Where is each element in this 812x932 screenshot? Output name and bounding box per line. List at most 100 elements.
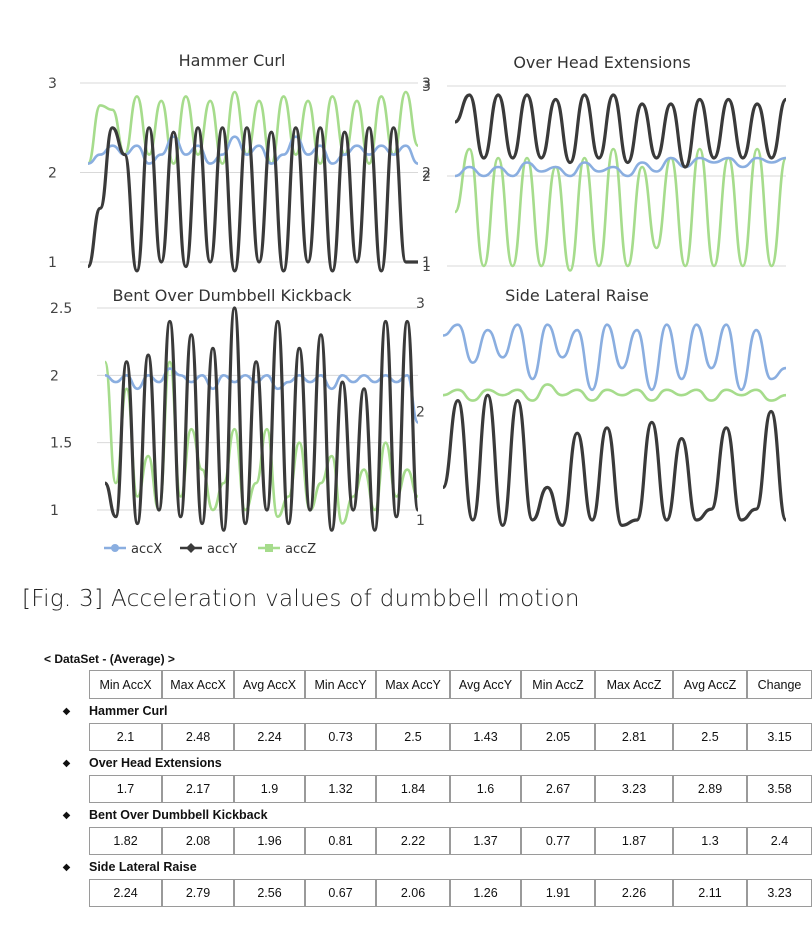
y-tick-label: 3 — [48, 76, 57, 92]
chart-title: Hammer Curl — [179, 51, 286, 70]
column-header: Avg AccX — [234, 670, 305, 699]
series-line-accX — [87, 135, 419, 165]
table-cell: 0.77 — [521, 827, 595, 855]
table-cell: 2.26 — [595, 879, 673, 907]
group-name: Side Lateral Raise — [89, 860, 197, 874]
series-line-accZ — [103, 360, 419, 525]
column-header: Avg AccY — [450, 670, 521, 699]
table-row: 1.7 2.17 1.9 1.32 1.84 1.6 2.67 3.23 2.89 3.58 — [44, 775, 812, 803]
legend-marker-square-icon — [265, 544, 273, 552]
diamond-bullet-icon: ◆ — [62, 705, 71, 717]
table-cell: 1.9 — [234, 775, 305, 803]
table-cell: 2.24 — [89, 879, 162, 907]
table-row: 2.1 2.48 2.24 0.73 2.5 1.43 2.05 2.81 2.5 3.15 — [44, 723, 812, 751]
group-label-row: ◆ Bent Over Dumbbell Kickback — [44, 803, 812, 827]
table-cell: 1.96 — [234, 827, 305, 855]
diamond-bullet-icon: ◆ — [62, 809, 71, 821]
table-cell: 1.37 — [450, 827, 521, 855]
legend-label: accZ — [285, 542, 316, 557]
y-tick-label: 2.5 — [50, 301, 72, 317]
column-header: Max AccY — [376, 670, 450, 699]
table-cell: 3.15 — [747, 723, 812, 751]
group-label-row: ◆ Side Lateral Raise — [44, 855, 812, 879]
series-line-accZ — [453, 147, 788, 272]
y-tick-label: 3 — [422, 79, 431, 95]
chart-3: Side Lateral Raise 3 2 1 — [416, 286, 788, 529]
legend-marker-diamond-icon — [186, 543, 196, 553]
column-header: Change — [747, 670, 812, 699]
row-spacer — [44, 775, 89, 803]
chart-title: Over Head Extensions — [513, 53, 690, 72]
row-spacer — [44, 827, 89, 855]
table-cell: 2.81 — [595, 723, 673, 751]
group-name: Hammer Curl — [89, 704, 168, 718]
table-cell: 2.17 — [162, 775, 234, 803]
y-tick-label: 2 — [416, 405, 425, 421]
y-tick-label: 1 — [48, 255, 57, 271]
table-cell: 2.79 — [162, 879, 234, 907]
legend-label: accY — [207, 542, 237, 557]
table-cell: 1.26 — [450, 879, 521, 907]
table-cell: 2.22 — [376, 827, 450, 855]
table-cell: 1.43 — [450, 723, 521, 751]
column-header: Min AccZ — [521, 670, 595, 699]
legend-marker-circle-icon — [111, 544, 119, 552]
column-header: Max AccX — [162, 670, 234, 699]
column-header: Max AccZ — [595, 670, 673, 699]
series-line-accZ — [442, 383, 787, 402]
y-tick-label: 3 — [416, 296, 425, 312]
table-cell: 2.11 — [673, 879, 747, 907]
group-name: Over Head Extensions — [89, 756, 222, 770]
y-tick-label: 1.5 — [50, 436, 72, 452]
y-tick-label: 2 — [422, 169, 431, 185]
table-cell: 2.05 — [521, 723, 595, 751]
series-line-accX — [442, 323, 787, 392]
legend-label: accX — [131, 542, 162, 557]
row-spacer — [44, 879, 89, 907]
table-cell: 2.67 — [521, 775, 595, 803]
table-cell: 0.73 — [305, 723, 376, 751]
table-cell: 0.67 — [305, 879, 376, 907]
series-line-accY — [454, 93, 788, 169]
table-cell: 1.87 — [595, 827, 673, 855]
series-line-accY — [441, 393, 788, 527]
acceleration-charts: Hammer Curl 3 2 1 3 2 1 Over Head Extensions 3 2 1… — [48, 51, 788, 557]
table-cell: 2.24 — [234, 723, 305, 751]
table-cell: 3.23 — [747, 879, 812, 907]
table-header-spacer — [44, 670, 89, 699]
table-cell: 2.08 — [162, 827, 234, 855]
table-cell: 2.5 — [673, 723, 747, 751]
table-cell: 2.1 — [89, 723, 162, 751]
table-row: 1.82 2.08 1.96 0.81 2.22 1.37 0.77 1.87 1.3 2.4 — [44, 827, 812, 855]
table-cell: 2.89 — [673, 775, 747, 803]
table-cell: 2.5 — [376, 723, 450, 751]
column-header: Min AccX — [89, 670, 162, 699]
table-cell: 2.4 — [747, 827, 812, 855]
column-header: Min AccY — [305, 670, 376, 699]
table-cell: 1.7 — [89, 775, 162, 803]
y-tick-label: 1 — [50, 503, 59, 519]
y-tick-label: 2 — [50, 368, 59, 384]
diamond-bullet-icon: ◆ — [62, 861, 71, 873]
y-tick-label-right: 1 — [422, 255, 431, 271]
chart-legend: accX accY accZ — [104, 542, 316, 557]
y-tick-label: 1 — [422, 259, 431, 275]
series-line-accX — [104, 367, 420, 424]
table-cell: 1.32 — [305, 775, 376, 803]
table-cell: 1.82 — [89, 827, 162, 855]
figure-caption: [Fig. 3] Acceleration values of dumbbell… — [22, 586, 580, 612]
series-line-accX — [454, 156, 787, 178]
table-cell: 3.23 — [595, 775, 673, 803]
group-label-row: ◆ Over Head Extensions — [44, 751, 812, 775]
table-cell: 3.58 — [747, 775, 812, 803]
chart-title: Side Lateral Raise — [505, 286, 649, 305]
table-cell: 2.56 — [234, 879, 305, 907]
table-cell: 1.91 — [521, 879, 595, 907]
chart-title: Bent Over Dumbbell Kickback — [112, 286, 352, 305]
group-label-row: ◆ Hammer Curl — [44, 699, 812, 723]
table-cell: 1.6 — [450, 775, 521, 803]
table-cell: 1.84 — [376, 775, 450, 803]
dataset-title: < DataSet - (Average) > — [44, 652, 175, 666]
table-row: 2.24 2.79 2.56 0.67 2.06 1.26 1.91 2.26 2.11 3.23 — [44, 879, 812, 907]
table-cell: 2.48 — [162, 723, 234, 751]
